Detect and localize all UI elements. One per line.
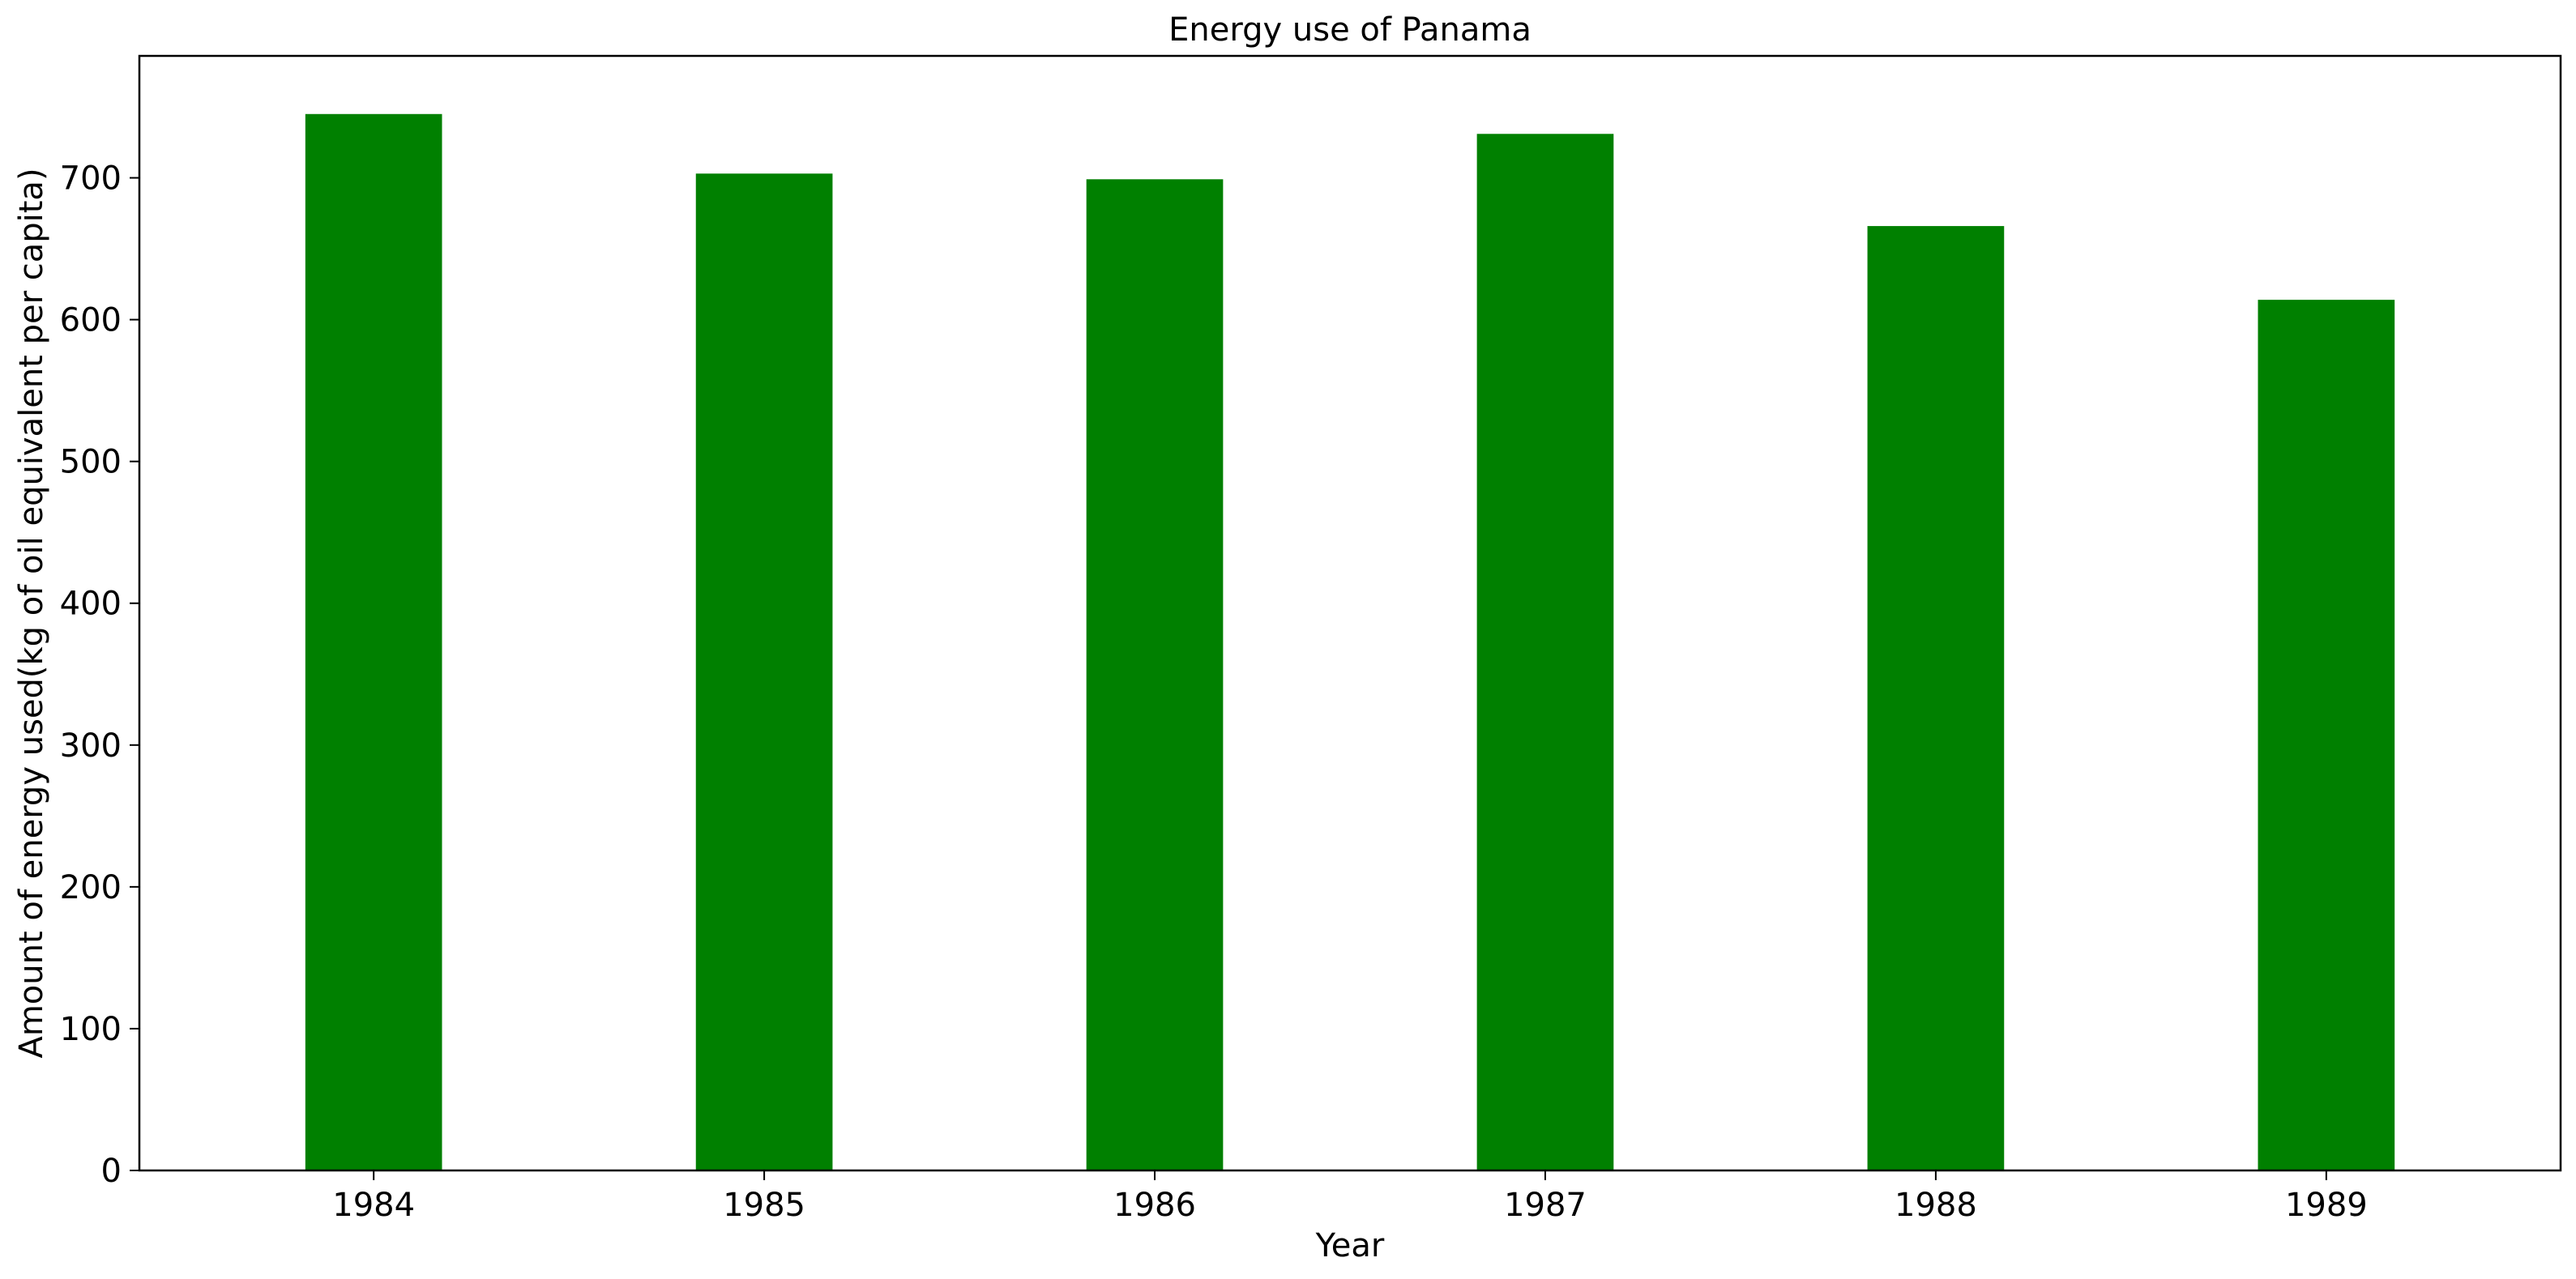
bar-1987 bbox=[1476, 134, 1614, 1170]
y-tick-label-100: 100 bbox=[60, 1011, 122, 1048]
y-axis: 0 100 200 300 400 500 600 700 bbox=[60, 160, 139, 1190]
x-tick-label-1987: 1987 bbox=[1504, 1187, 1587, 1224]
x-tick-label-1989: 1989 bbox=[2285, 1187, 2368, 1224]
x-tick-label-1986: 1986 bbox=[1113, 1187, 1196, 1224]
x-tick-label-1988: 1988 bbox=[1895, 1187, 1977, 1224]
bar-1989 bbox=[2258, 300, 2395, 1171]
y-tick-label-400: 400 bbox=[60, 586, 122, 623]
x-tick-label-1984: 1984 bbox=[332, 1187, 415, 1224]
bars-group bbox=[305, 113, 2395, 1171]
bar-1985 bbox=[695, 173, 833, 1171]
y-tick-label-0: 0 bbox=[101, 1153, 122, 1190]
bar-1988 bbox=[1867, 226, 2005, 1171]
x-tick-label-1985: 1985 bbox=[723, 1187, 805, 1224]
y-tick-label-300: 300 bbox=[60, 727, 122, 765]
x-axis-label: Year bbox=[1315, 1227, 1385, 1264]
y-axis-label: Amount of energy used(kg of oil equivale… bbox=[13, 168, 50, 1058]
y-tick-label-200: 200 bbox=[60, 869, 122, 906]
plot-frame bbox=[138, 54, 2562, 1172]
chart-title: Energy use of Panama bbox=[1168, 11, 1532, 49]
y-tick-label-700: 700 bbox=[60, 160, 122, 198]
y-tick-label-500: 500 bbox=[60, 444, 122, 481]
y-tick-label-600: 600 bbox=[60, 302, 122, 339]
bar-1984 bbox=[305, 113, 442, 1170]
bar-1986 bbox=[1086, 179, 1224, 1171]
x-axis: 1984 1985 1986 1987 1988 1989 bbox=[332, 1170, 2368, 1224]
